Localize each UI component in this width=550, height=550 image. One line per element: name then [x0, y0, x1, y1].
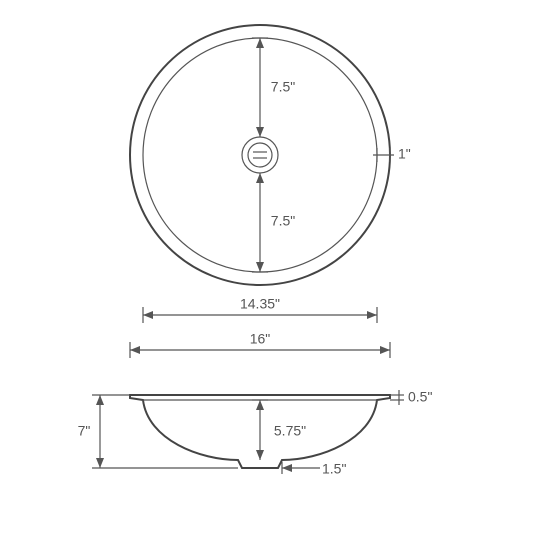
dim-depth-inner: 5.75" [252, 400, 306, 460]
dim-inner-diameter: 14.35" [143, 296, 377, 323]
dim-drain-width: 1.5" [282, 461, 346, 477]
sink-dimension-diagram: 7.5" 7.5" 1" 14.35" 16" [0, 0, 550, 550]
top-view: 7.5" 7.5" 1" [130, 25, 411, 285]
drain-inner-circle [248, 143, 272, 167]
label-flange: 0.5" [408, 389, 432, 405]
label-drain-width: 1.5" [322, 461, 346, 477]
label-overall-height: 7" [78, 423, 91, 439]
label-lower-radius: 7.5" [271, 213, 295, 229]
dim-lower-radius: 7.5" [252, 173, 295, 272]
side-view: 0.5" 5.75" 7" 1.5" [78, 389, 433, 477]
dim-rim-thickness: 1" [373, 146, 411, 162]
label-depth-inner: 5.75" [274, 423, 306, 439]
label-upper-radius: 7.5" [271, 79, 295, 95]
label-rim-thickness: 1" [398, 146, 411, 162]
dim-upper-radius: 7.5" [252, 38, 295, 137]
drain-outer-circle [242, 137, 278, 173]
dim-outer-diameter: 16" [130, 331, 390, 358]
label-inner-diameter: 14.35" [240, 296, 280, 312]
label-outer-diameter: 16" [250, 331, 271, 347]
dim-flange: 0.5" [390, 389, 432, 405]
